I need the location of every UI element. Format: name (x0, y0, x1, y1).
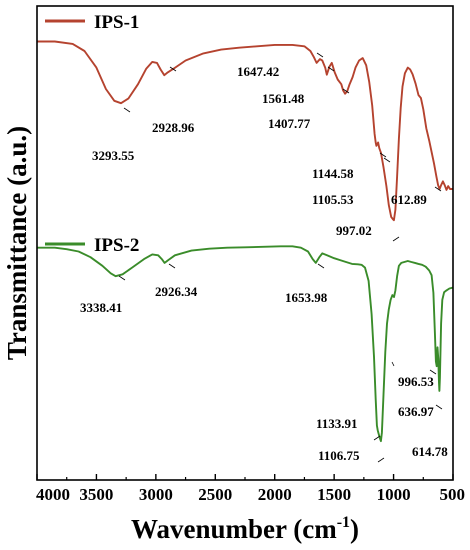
peak-annotation: 1407.77 (268, 116, 311, 131)
annotation-leader (383, 157, 391, 163)
x-axis-label-sup: -1 (337, 514, 350, 531)
peak-annotation: 1133.91 (316, 416, 358, 431)
series-line-ips-2 (37, 245, 454, 443)
x-tick-label: 500 (440, 485, 466, 504)
series-line-ips-1 (37, 40, 453, 222)
annotation-leader (429, 369, 437, 375)
peak-annotation: 1106.75 (318, 448, 360, 463)
peak-annotation: 1561.48 (262, 91, 305, 106)
x-axis-ticks: 4000 3500 3000 2500 2000 1500 1000 500 (36, 474, 465, 504)
x-axis-label-end: ) (350, 514, 359, 544)
annotation-leader (118, 275, 126, 281)
peak-annotation: 3338.41 (80, 300, 122, 315)
annotation-leader (123, 107, 131, 113)
annotation-leader (327, 66, 335, 72)
peak-annotation: 996.53 (398, 374, 434, 389)
x-tick-label: 2500 (198, 485, 232, 504)
x-tick-label: 2000 (258, 485, 292, 504)
x-tick-label: 1000 (377, 485, 411, 504)
peak-annotation: 614.78 (412, 444, 448, 459)
annotation-leader (342, 88, 350, 94)
annotation-leader (373, 435, 381, 441)
peak-annotation: 612.89 (391, 192, 427, 207)
annotation-leader (434, 186, 442, 192)
peak-annotation: 2926.34 (155, 284, 198, 299)
peak-annotation: 1105.53 (312, 192, 354, 207)
legend-label: IPS-2 (94, 235, 139, 256)
peak-annotation: 1647.42 (237, 64, 279, 79)
annotation-layer: IPS-1 3293.55 2928.96 1647.42 1561.48 1407.77… (45, 12, 448, 463)
annotation-leader (391, 361, 395, 367)
peak-annotation: 997.02 (336, 223, 372, 238)
annotation-leader (168, 263, 176, 269)
annotation-leader (317, 263, 325, 269)
y-axis-label: Transmittance (a.u.) (2, 126, 32, 360)
peak-annotation: 1144.58 (312, 166, 354, 181)
x-tick-label: 3500 (79, 485, 113, 504)
peak-annotation: 3293.55 (92, 148, 135, 163)
x-tick-label: 3000 (139, 485, 173, 504)
x-axis-label-main: Wavenumber (cm (131, 514, 337, 544)
x-axis-label: Wavenumber (cm-1) (131, 514, 359, 544)
peak-annotation: 2928.96 (152, 120, 195, 135)
annotation-leader (392, 236, 400, 242)
annotation-leader (435, 404, 443, 410)
annotation-leader (379, 152, 387, 158)
peak-annotation: 636.97 (398, 404, 434, 419)
series-layer (37, 40, 454, 443)
x-tick-label: 1500 (317, 485, 351, 504)
legend-label: IPS-1 (94, 12, 139, 33)
annotation-leader (316, 52, 324, 58)
peak-annotation: 1653.98 (285, 290, 328, 305)
x-tick-label: 4000 (36, 485, 70, 504)
annotation-leader (377, 457, 385, 463)
annotation-leader (169, 66, 177, 72)
